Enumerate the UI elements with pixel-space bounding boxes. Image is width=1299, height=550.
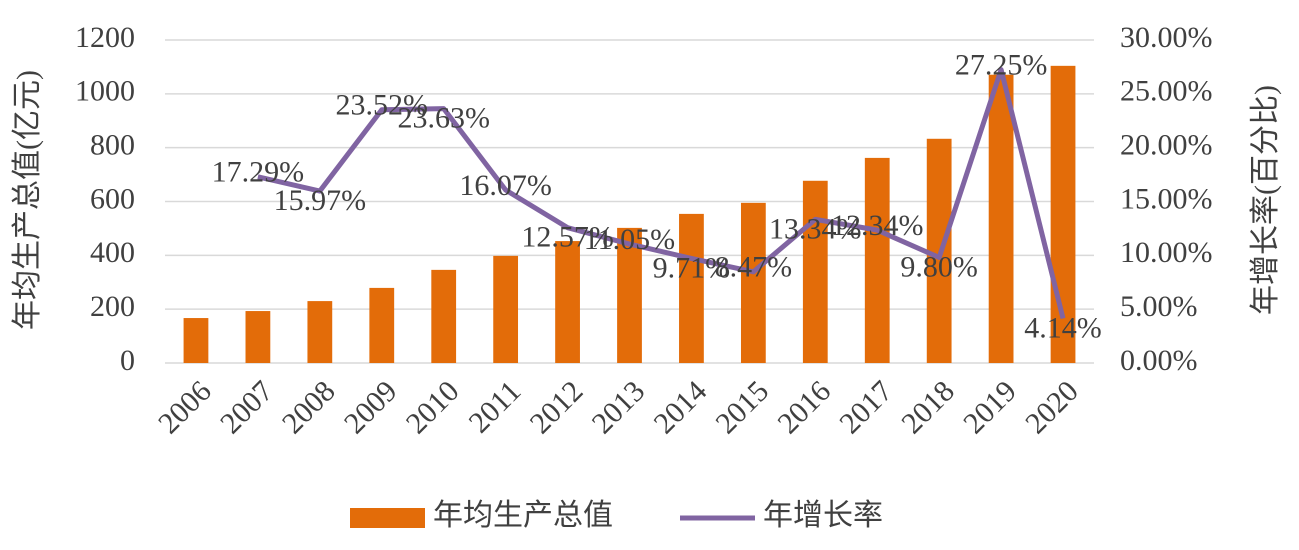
data-label: 17.29% <box>212 156 305 189</box>
data-label: 9.71% <box>653 251 731 284</box>
data-label: 11.05% <box>584 223 675 256</box>
legend-swatch <box>350 508 425 528</box>
y-tick-label: 1200 <box>75 21 135 54</box>
x-tick-label: 2012 <box>524 374 590 440</box>
bar <box>245 311 271 363</box>
bar <box>555 241 580 363</box>
bar <box>307 301 333 363</box>
y2-tick-label: 5.00% <box>1120 290 1198 323</box>
y-tick-label: 800 <box>90 129 135 162</box>
y-tick-label: 200 <box>90 290 135 323</box>
bar <box>679 213 704 363</box>
y2-tick-label: 25.00% <box>1120 75 1213 108</box>
y-tick-label: 400 <box>90 236 135 269</box>
bar <box>864 157 890 363</box>
y2-tick-label: 30.00% <box>1120 21 1213 54</box>
x-tick-label: 2018 <box>895 374 961 440</box>
x-tick-label: 2015 <box>709 374 775 440</box>
x-tick-label: 2011 <box>462 374 527 439</box>
data-label: 16.07% <box>459 169 552 202</box>
x-tick-label: 2007 <box>214 374 280 440</box>
data-label: 12.34% <box>831 209 924 242</box>
data-label: 12.57% <box>521 221 614 254</box>
data-label: 8.47% <box>715 251 793 284</box>
x-tick-label: 2017 <box>833 374 899 440</box>
bar <box>802 180 828 363</box>
legend-label: 年增长率 <box>763 499 883 532</box>
legend-label: 年均生产总值 <box>433 499 613 532</box>
x-tick-label: 2008 <box>276 374 342 440</box>
y-tick-label: 600 <box>90 182 135 215</box>
data-label: 15.97% <box>274 184 367 217</box>
data-label: 4.14% <box>1024 311 1102 344</box>
x-tick-label: 2010 <box>400 374 466 440</box>
x-tick-label: 2006 <box>152 374 218 440</box>
x-tick-label: 2009 <box>338 374 404 440</box>
x-tick-label: 2014 <box>647 374 713 440</box>
y2-tick-label: 10.00% <box>1120 236 1213 269</box>
x-tick-label: 2016 <box>771 374 837 440</box>
y-tick-label: 1000 <box>75 75 135 108</box>
bar <box>740 202 766 363</box>
bar <box>617 227 642 363</box>
data-label: 23.63% <box>397 101 490 134</box>
y2-axis-title: 年增长率(百分比) <box>1249 85 1282 315</box>
bar <box>493 255 519 363</box>
bar <box>988 74 1014 363</box>
line <box>257 67 1066 320</box>
y2-tick-label: 0.00% <box>1120 344 1198 377</box>
data-label: 13.34% <box>769 212 862 245</box>
y-axis-title: 年均生产总值(亿元) <box>11 70 44 330</box>
bar <box>183 318 209 363</box>
y2-tick-label: 20.00% <box>1120 129 1213 162</box>
bar <box>369 287 395 363</box>
data-label: 27.25% <box>955 48 1048 81</box>
y2-tick-label: 15.00% <box>1120 182 1213 215</box>
y-tick-label: 0 <box>120 344 135 377</box>
data-label: 23.52% <box>336 89 429 122</box>
x-tick-label: 2020 <box>1019 374 1085 440</box>
data-label: 9.80% <box>900 250 978 283</box>
x-tick-label: 2013 <box>586 374 652 440</box>
bar <box>431 269 457 363</box>
x-tick-label: 2019 <box>957 374 1023 440</box>
